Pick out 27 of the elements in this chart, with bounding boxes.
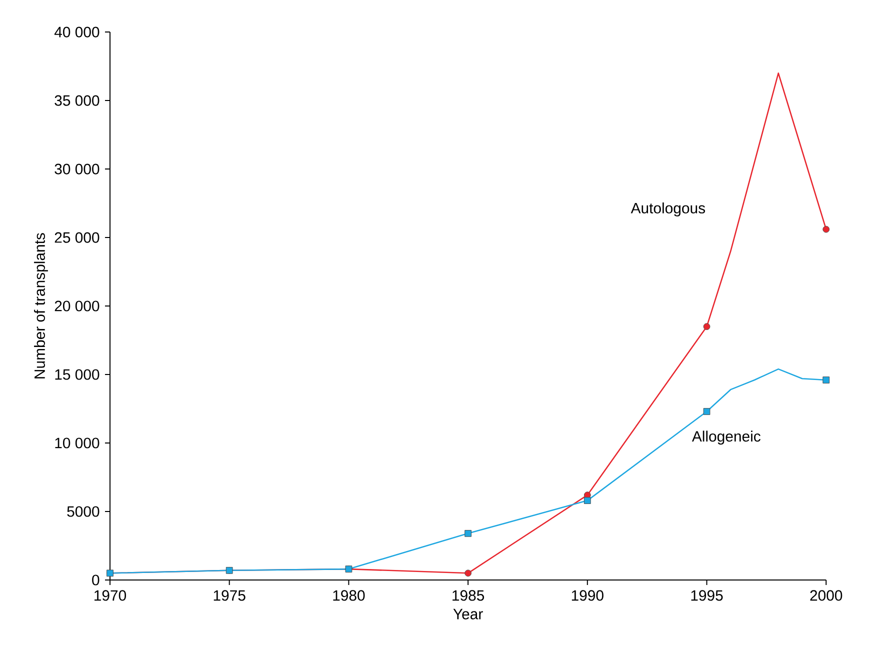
x-tick-label: 1980	[333, 590, 365, 601]
y-tick-label: 20 000	[54, 300, 100, 312]
y-tick-label: 35 000	[54, 95, 100, 106]
y-tick-label: 25 000	[54, 232, 100, 243]
series-label: Allogeneic	[692, 430, 760, 445]
y-tick-label: 15 000	[55, 369, 100, 380]
y-tick-label: 10 000	[55, 438, 100, 448]
point	[464, 570, 472, 577]
point	[822, 376, 830, 384]
x-tick-label: 1985	[452, 590, 484, 601]
x-axis-title: Year	[453, 608, 483, 620]
point	[584, 497, 591, 504]
x-tick-label: 2000	[810, 590, 842, 601]
y-axis-title: Number of transplants	[34, 233, 48, 378]
y-tick-label: 5000	[67, 506, 100, 517]
y-tick-label: 40 000	[54, 26, 100, 38]
point	[703, 408, 710, 415]
x-tick-label: 1970	[94, 590, 126, 601]
point	[464, 530, 472, 537]
x-tick-label: 1990	[572, 590, 604, 601]
y-tick-label: 30 000	[54, 164, 100, 174]
x-tick-label: 1975	[214, 590, 246, 601]
point	[703, 323, 710, 330]
x-tick-label: 1995	[691, 590, 723, 601]
point	[822, 226, 830, 233]
text: Autologous	[630, 202, 706, 216]
y-tick-label: 0	[92, 574, 100, 586]
